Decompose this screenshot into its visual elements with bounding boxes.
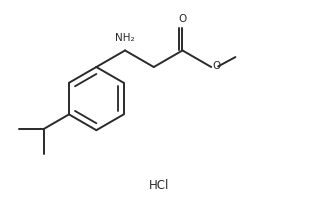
Text: NH₂: NH₂	[115, 33, 135, 43]
Text: HCl: HCl	[149, 179, 170, 192]
Text: O: O	[213, 61, 221, 71]
Text: O: O	[178, 14, 187, 24]
